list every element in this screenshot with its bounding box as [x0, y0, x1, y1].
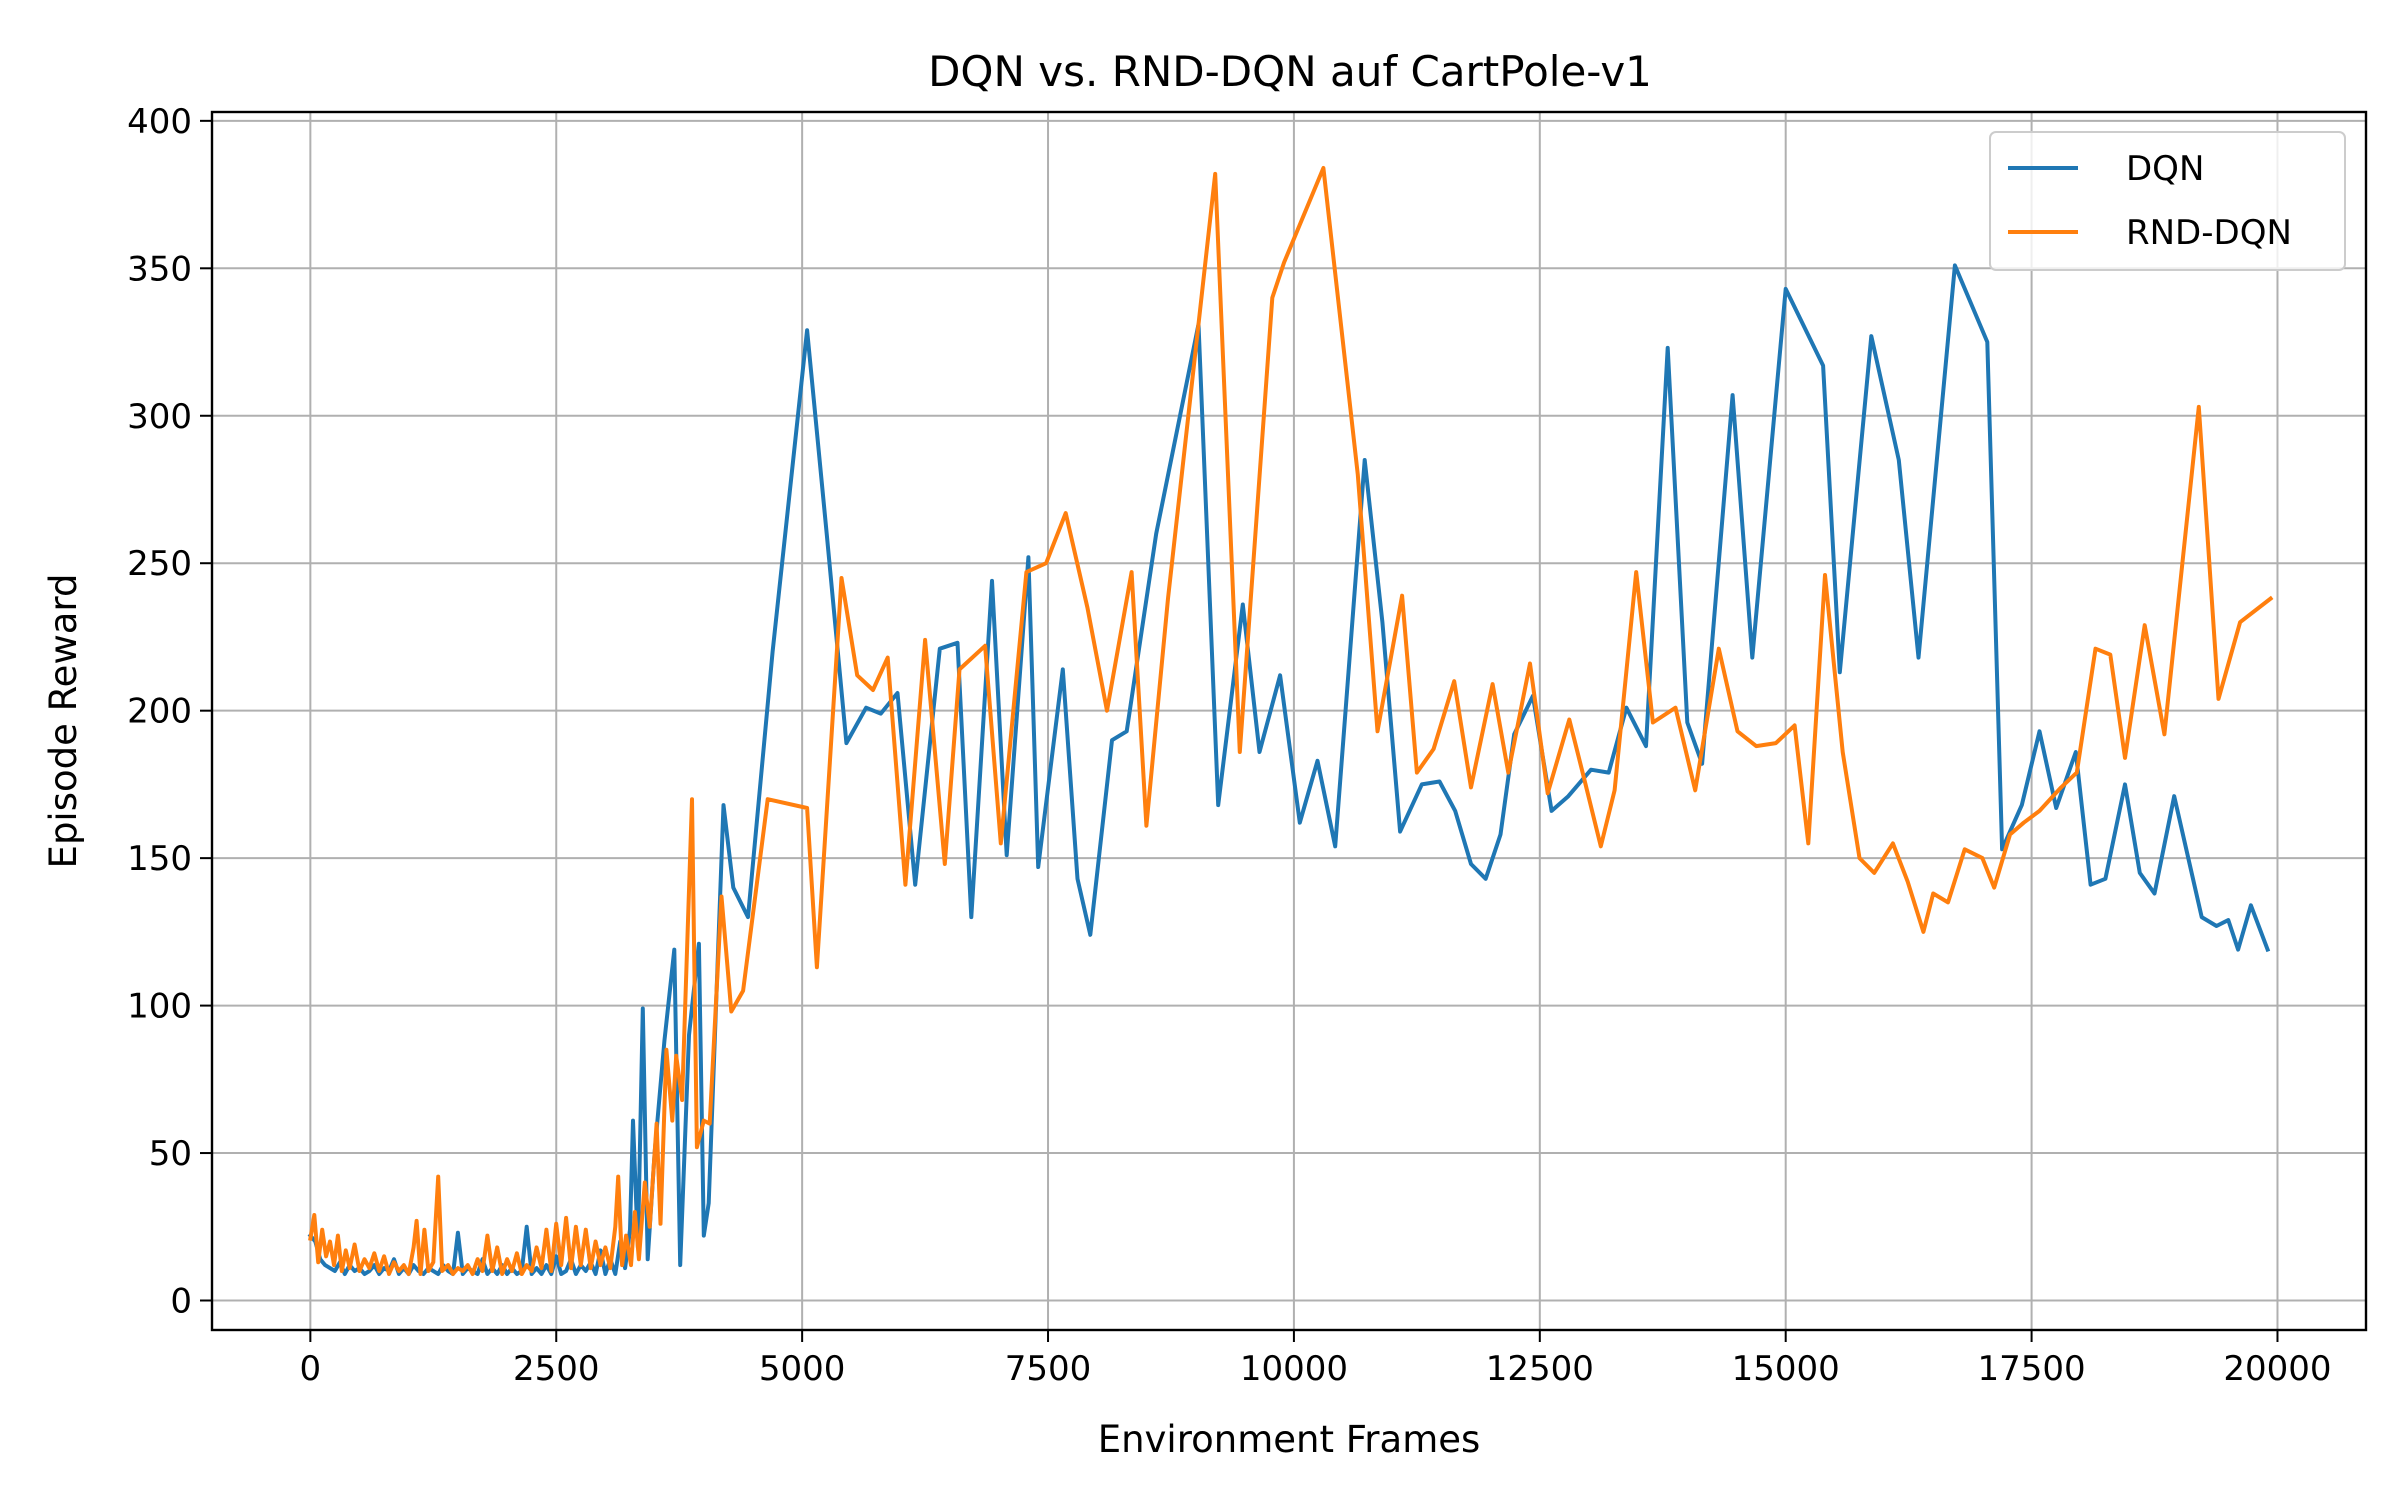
- x-tick-label: 17500: [1978, 1349, 2086, 1389]
- x-axis-label: Environment Frames: [1098, 1418, 1481, 1461]
- legend-label-rnd-dqn: RND-DQN: [2126, 213, 2292, 253]
- x-tick-label: 0: [300, 1349, 322, 1389]
- y-tick-label: 400: [127, 102, 192, 142]
- series-line-dqn: [307, 263, 2271, 1276]
- x-tick-label: 5000: [759, 1349, 846, 1389]
- x-tick-label: 2500: [513, 1349, 600, 1389]
- y-tick-label: 150: [127, 839, 192, 879]
- y-tick-label: 200: [127, 692, 192, 732]
- x-tick-label: 20000: [2223, 1349, 2331, 1389]
- series-lines: [307, 166, 2274, 1276]
- x-tick-label: 10000: [1240, 1349, 1348, 1389]
- legend: DQN RND-DQN: [1989, 131, 2346, 271]
- plot-frame: [210, 110, 2368, 1332]
- y-tick-label: 50: [149, 1134, 192, 1174]
- x-tick-label: 12500: [1486, 1349, 1594, 1389]
- x-tick-label: 7500: [1005, 1349, 1092, 1389]
- y-tick-label: 350: [127, 249, 192, 289]
- y-tick-label: 100: [127, 987, 192, 1027]
- y-axis-label: Episode Reward: [42, 574, 85, 869]
- chart-title: DQN vs. RND-DQN auf CartPole-v1: [928, 47, 1652, 96]
- y-tick-label: 0: [170, 1282, 192, 1322]
- x-tick-label: 15000: [1732, 1349, 1840, 1389]
- y-tick-label: 300: [127, 397, 192, 437]
- legend-label-dqn: DQN: [2126, 149, 2204, 189]
- series-line-rnd-dqn: [308, 166, 2274, 1276]
- legend-box: [1989, 131, 2346, 271]
- grid: [212, 112, 2366, 1330]
- axis-ticks: 0 2500 5000 7500 10000 12500 15000 17500 20000 0 5…: [127, 102, 2331, 1389]
- y-tick-label: 250: [127, 544, 192, 584]
